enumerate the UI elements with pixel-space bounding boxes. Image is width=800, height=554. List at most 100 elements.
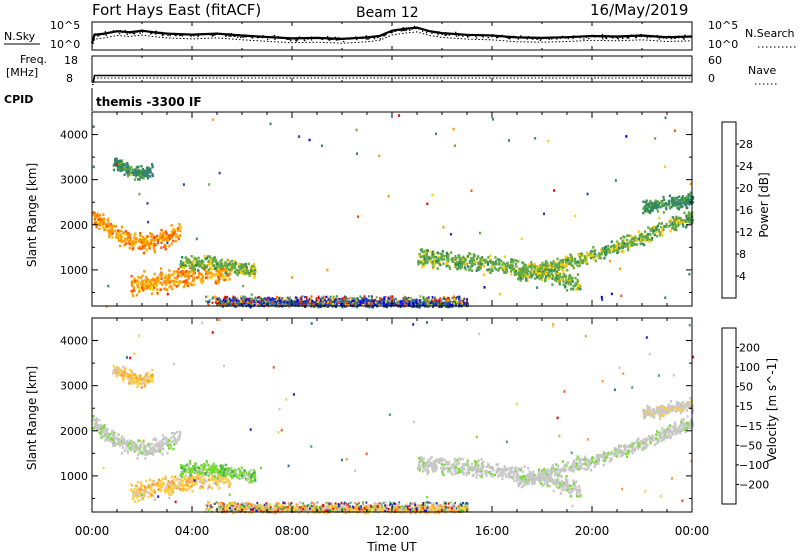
range-cell bbox=[150, 242, 153, 245]
ground-cell bbox=[328, 303, 331, 306]
range-cell bbox=[166, 288, 169, 292]
noise-sample bbox=[664, 36, 666, 38]
sparse-cell bbox=[166, 241, 169, 245]
noise-sample bbox=[573, 35, 575, 37]
ground-cell bbox=[309, 300, 312, 303]
ground-cell bbox=[240, 299, 243, 302]
range-cell bbox=[101, 425, 104, 428]
range-cell bbox=[528, 263, 531, 266]
range-cell bbox=[574, 262, 577, 265]
range-cell bbox=[564, 258, 567, 262]
range-cell bbox=[511, 268, 514, 272]
range-cell bbox=[148, 281, 151, 284]
noise-sample bbox=[592, 35, 594, 37]
range-cell bbox=[511, 266, 514, 270]
range-cell bbox=[585, 260, 588, 264]
ground-cell bbox=[288, 299, 291, 302]
range-cell bbox=[262, 302, 265, 305]
range-cell bbox=[252, 267, 255, 270]
range-cell bbox=[687, 193, 690, 196]
range-cell bbox=[218, 278, 221, 281]
range-cell bbox=[173, 486, 176, 490]
ground-cell bbox=[262, 304, 265, 307]
range-cell bbox=[509, 270, 512, 273]
noise-sample bbox=[338, 37, 340, 39]
range-cell bbox=[454, 265, 457, 269]
ground-cell bbox=[398, 301, 401, 304]
ground-cell bbox=[335, 299, 338, 302]
range-cell bbox=[656, 201, 660, 205]
range-cell bbox=[279, 301, 282, 304]
range-cell bbox=[558, 282, 561, 286]
range-cell bbox=[131, 240, 134, 243]
range-cell bbox=[446, 302, 449, 306]
range-cell bbox=[655, 230, 658, 234]
range-cell bbox=[127, 174, 130, 178]
range-cell bbox=[238, 265, 241, 269]
range-cell bbox=[117, 236, 120, 240]
range-cell bbox=[107, 221, 110, 224]
range-cell bbox=[216, 480, 219, 483]
range-cell bbox=[176, 486, 179, 490]
range-cell bbox=[181, 256, 184, 259]
noise-sample bbox=[575, 36, 577, 38]
range-cell bbox=[510, 263, 513, 266]
range-cell bbox=[120, 240, 123, 244]
range-cell bbox=[652, 206, 655, 210]
range-cell bbox=[687, 200, 690, 203]
range-cell bbox=[250, 272, 253, 276]
range-cell bbox=[670, 196, 674, 200]
noise-sample bbox=[684, 35, 686, 37]
ground-cell bbox=[224, 300, 227, 303]
range-cell bbox=[438, 302, 441, 305]
range-cell bbox=[459, 261, 462, 264]
ground-cell bbox=[320, 299, 322, 302]
range-cell bbox=[179, 263, 182, 266]
ground-cell bbox=[328, 299, 331, 302]
range-cell bbox=[448, 301, 451, 305]
range-cell bbox=[541, 275, 544, 278]
range-cell bbox=[612, 246, 615, 249]
ground-cell bbox=[426, 301, 429, 305]
ground-cell bbox=[437, 304, 440, 307]
range-cell bbox=[192, 258, 195, 261]
range-cell bbox=[212, 264, 215, 267]
range-cell bbox=[132, 241, 135, 245]
range-cell bbox=[435, 261, 438, 264]
range-cell bbox=[117, 369, 120, 373]
range-cell bbox=[159, 479, 162, 483]
range-cell bbox=[158, 273, 161, 276]
sparse-cell bbox=[610, 292, 613, 296]
noise-sample bbox=[244, 34, 246, 37]
noise-sample bbox=[431, 32, 433, 34]
range-cell bbox=[534, 277, 537, 280]
noise-sample bbox=[157, 32, 159, 34]
range-cell bbox=[142, 176, 145, 179]
noise-sample bbox=[436, 32, 439, 34]
range-cell bbox=[141, 243, 144, 247]
range-cell bbox=[642, 233, 645, 237]
ground-cell bbox=[208, 299, 211, 302]
range-cell bbox=[387, 303, 390, 307]
noise-sample bbox=[288, 38, 290, 40]
ground-cell bbox=[414, 303, 417, 307]
range-cell bbox=[442, 262, 445, 265]
ground-cell bbox=[396, 303, 399, 306]
range-cell bbox=[642, 235, 645, 238]
range-cell bbox=[315, 298, 318, 302]
range-cell bbox=[259, 302, 262, 306]
range-cell bbox=[567, 257, 570, 260]
range-cell bbox=[576, 260, 579, 263]
range-cell bbox=[223, 278, 226, 282]
noise-sample bbox=[417, 28, 420, 30]
range-cell bbox=[134, 374, 137, 377]
noise-sample bbox=[537, 37, 539, 39]
range-cell bbox=[140, 247, 143, 250]
range-cell bbox=[156, 450, 159, 453]
noise-sample bbox=[512, 36, 514, 38]
range-cell bbox=[208, 272, 211, 275]
range-cell bbox=[512, 258, 515, 262]
noise-sample bbox=[337, 39, 339, 41]
sparse-cell bbox=[534, 137, 537, 140]
ground-cell bbox=[404, 296, 406, 299]
